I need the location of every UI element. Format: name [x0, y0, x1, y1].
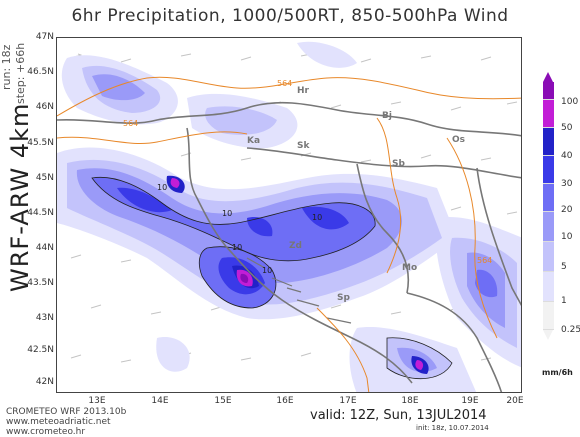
lat-label-43-5: 43.5N	[27, 278, 54, 288]
chart-title: 6hr Precipitation, 1000/500RT, 850-500hP…	[71, 6, 509, 26]
legend-tick-100: 100	[561, 97, 579, 107]
lat-label-43: 43N	[35, 313, 54, 323]
lon-label-14: 14E	[151, 396, 169, 406]
lat-label-45: 45N	[35, 173, 54, 183]
precipitation-contours	[91, 176, 453, 380]
precip-label-3: 10	[232, 243, 242, 252]
lat-label-44-5: 44.5N	[27, 208, 54, 218]
valid-time: valid: 12Z, Sun, 13JUL2014	[310, 408, 487, 423]
lat-label-47: 47N	[35, 32, 54, 42]
credit-line-3[interactable]: www.crometeo.hr	[6, 427, 86, 437]
lat-label-46-5: 46.5N	[27, 67, 54, 77]
weather-map: 564 564 564 10 10 10 10 10 Hr Bj Ka Sk S…	[57, 41, 521, 392]
model-label: WRF-ARW 4km	[6, 102, 34, 292]
legend-swatch-025	[543, 302, 554, 330]
legend-bottom-arrow	[543, 330, 553, 340]
legend-tick-20: 20	[561, 205, 573, 215]
region-label-sk: Sk	[297, 141, 310, 151]
region-label-zd: Zd	[289, 241, 302, 251]
credit-line-1: CROMETEO WRF 2013.10b	[6, 407, 127, 417]
lon-label-16: 16E	[276, 396, 294, 406]
country-borders	[57, 101, 521, 392]
legend-tick-50: 50	[561, 123, 573, 133]
legend-top-arrow	[543, 72, 553, 82]
lat-label-42: 42N	[35, 377, 54, 387]
region-label-mo: Mo	[402, 263, 417, 273]
precip-label-5: 10	[312, 213, 322, 222]
region-label-hr: Hr	[297, 86, 310, 96]
region-label-sb: Sb	[392, 159, 405, 169]
legend-swatch-1	[543, 272, 554, 302]
legend-tick-025: 0.25	[561, 325, 580, 335]
legend-tick-10: 10	[561, 232, 573, 242]
legend-swatch-50	[543, 100, 554, 128]
precip-label-4: 10	[262, 266, 272, 275]
thickness-contours	[57, 76, 521, 392]
legend-tick-40: 40	[561, 151, 573, 161]
lat-label-44: 44N	[35, 243, 54, 253]
legend-tick-5: 5	[561, 262, 567, 272]
lat-label-42-5: 42.5N	[27, 345, 54, 355]
thickness-label-2: 564	[123, 119, 138, 128]
legend-swatch-10	[543, 212, 554, 242]
lon-label-19: 19E	[461, 396, 479, 406]
thickness-label-3: 564	[477, 256, 492, 265]
credit-line-2[interactable]: www.meteoadriatic.net	[6, 417, 111, 427]
legend-swatch-5	[543, 242, 554, 272]
precip-label-2: 10	[222, 209, 232, 218]
legend-swatch-100	[543, 82, 554, 100]
precipitation-field	[57, 41, 521, 392]
init-time: init: 18z, 10.07.2014	[416, 424, 489, 432]
legend-swatch-30	[543, 156, 554, 184]
run-label: run: 18z	[0, 44, 13, 90]
region-label-bj: Bj	[382, 111, 392, 121]
lon-label-13: 13E	[88, 396, 106, 406]
map-panel[interactable]: 564 564 564 10 10 10 10 10 Hr Bj Ka Sk S…	[56, 37, 522, 393]
thickness-label-1: 564	[277, 79, 292, 88]
precip-label-1: 10	[157, 183, 167, 192]
legend-tick-30: 30	[561, 179, 573, 189]
region-label-os: Os	[452, 135, 465, 145]
region-label-sp: Sp	[337, 293, 350, 303]
lon-label-20: 20E	[506, 396, 524, 406]
lat-label-46: 46N	[35, 102, 54, 112]
legend-tick-1: 1	[561, 296, 567, 306]
precip-legend	[543, 82, 554, 330]
legend-swatch-20	[543, 184, 554, 212]
lon-label-17: 17E	[339, 396, 357, 406]
lat-label-45-5: 45.5N	[27, 138, 54, 148]
region-label-ka: Ka	[247, 136, 260, 146]
legend-swatch-40	[543, 128, 554, 156]
lon-label-18: 18E	[401, 396, 419, 406]
legend-unit: mm/6h	[542, 368, 573, 377]
islands	[246, 257, 352, 324]
lon-label-15: 15E	[214, 396, 232, 406]
